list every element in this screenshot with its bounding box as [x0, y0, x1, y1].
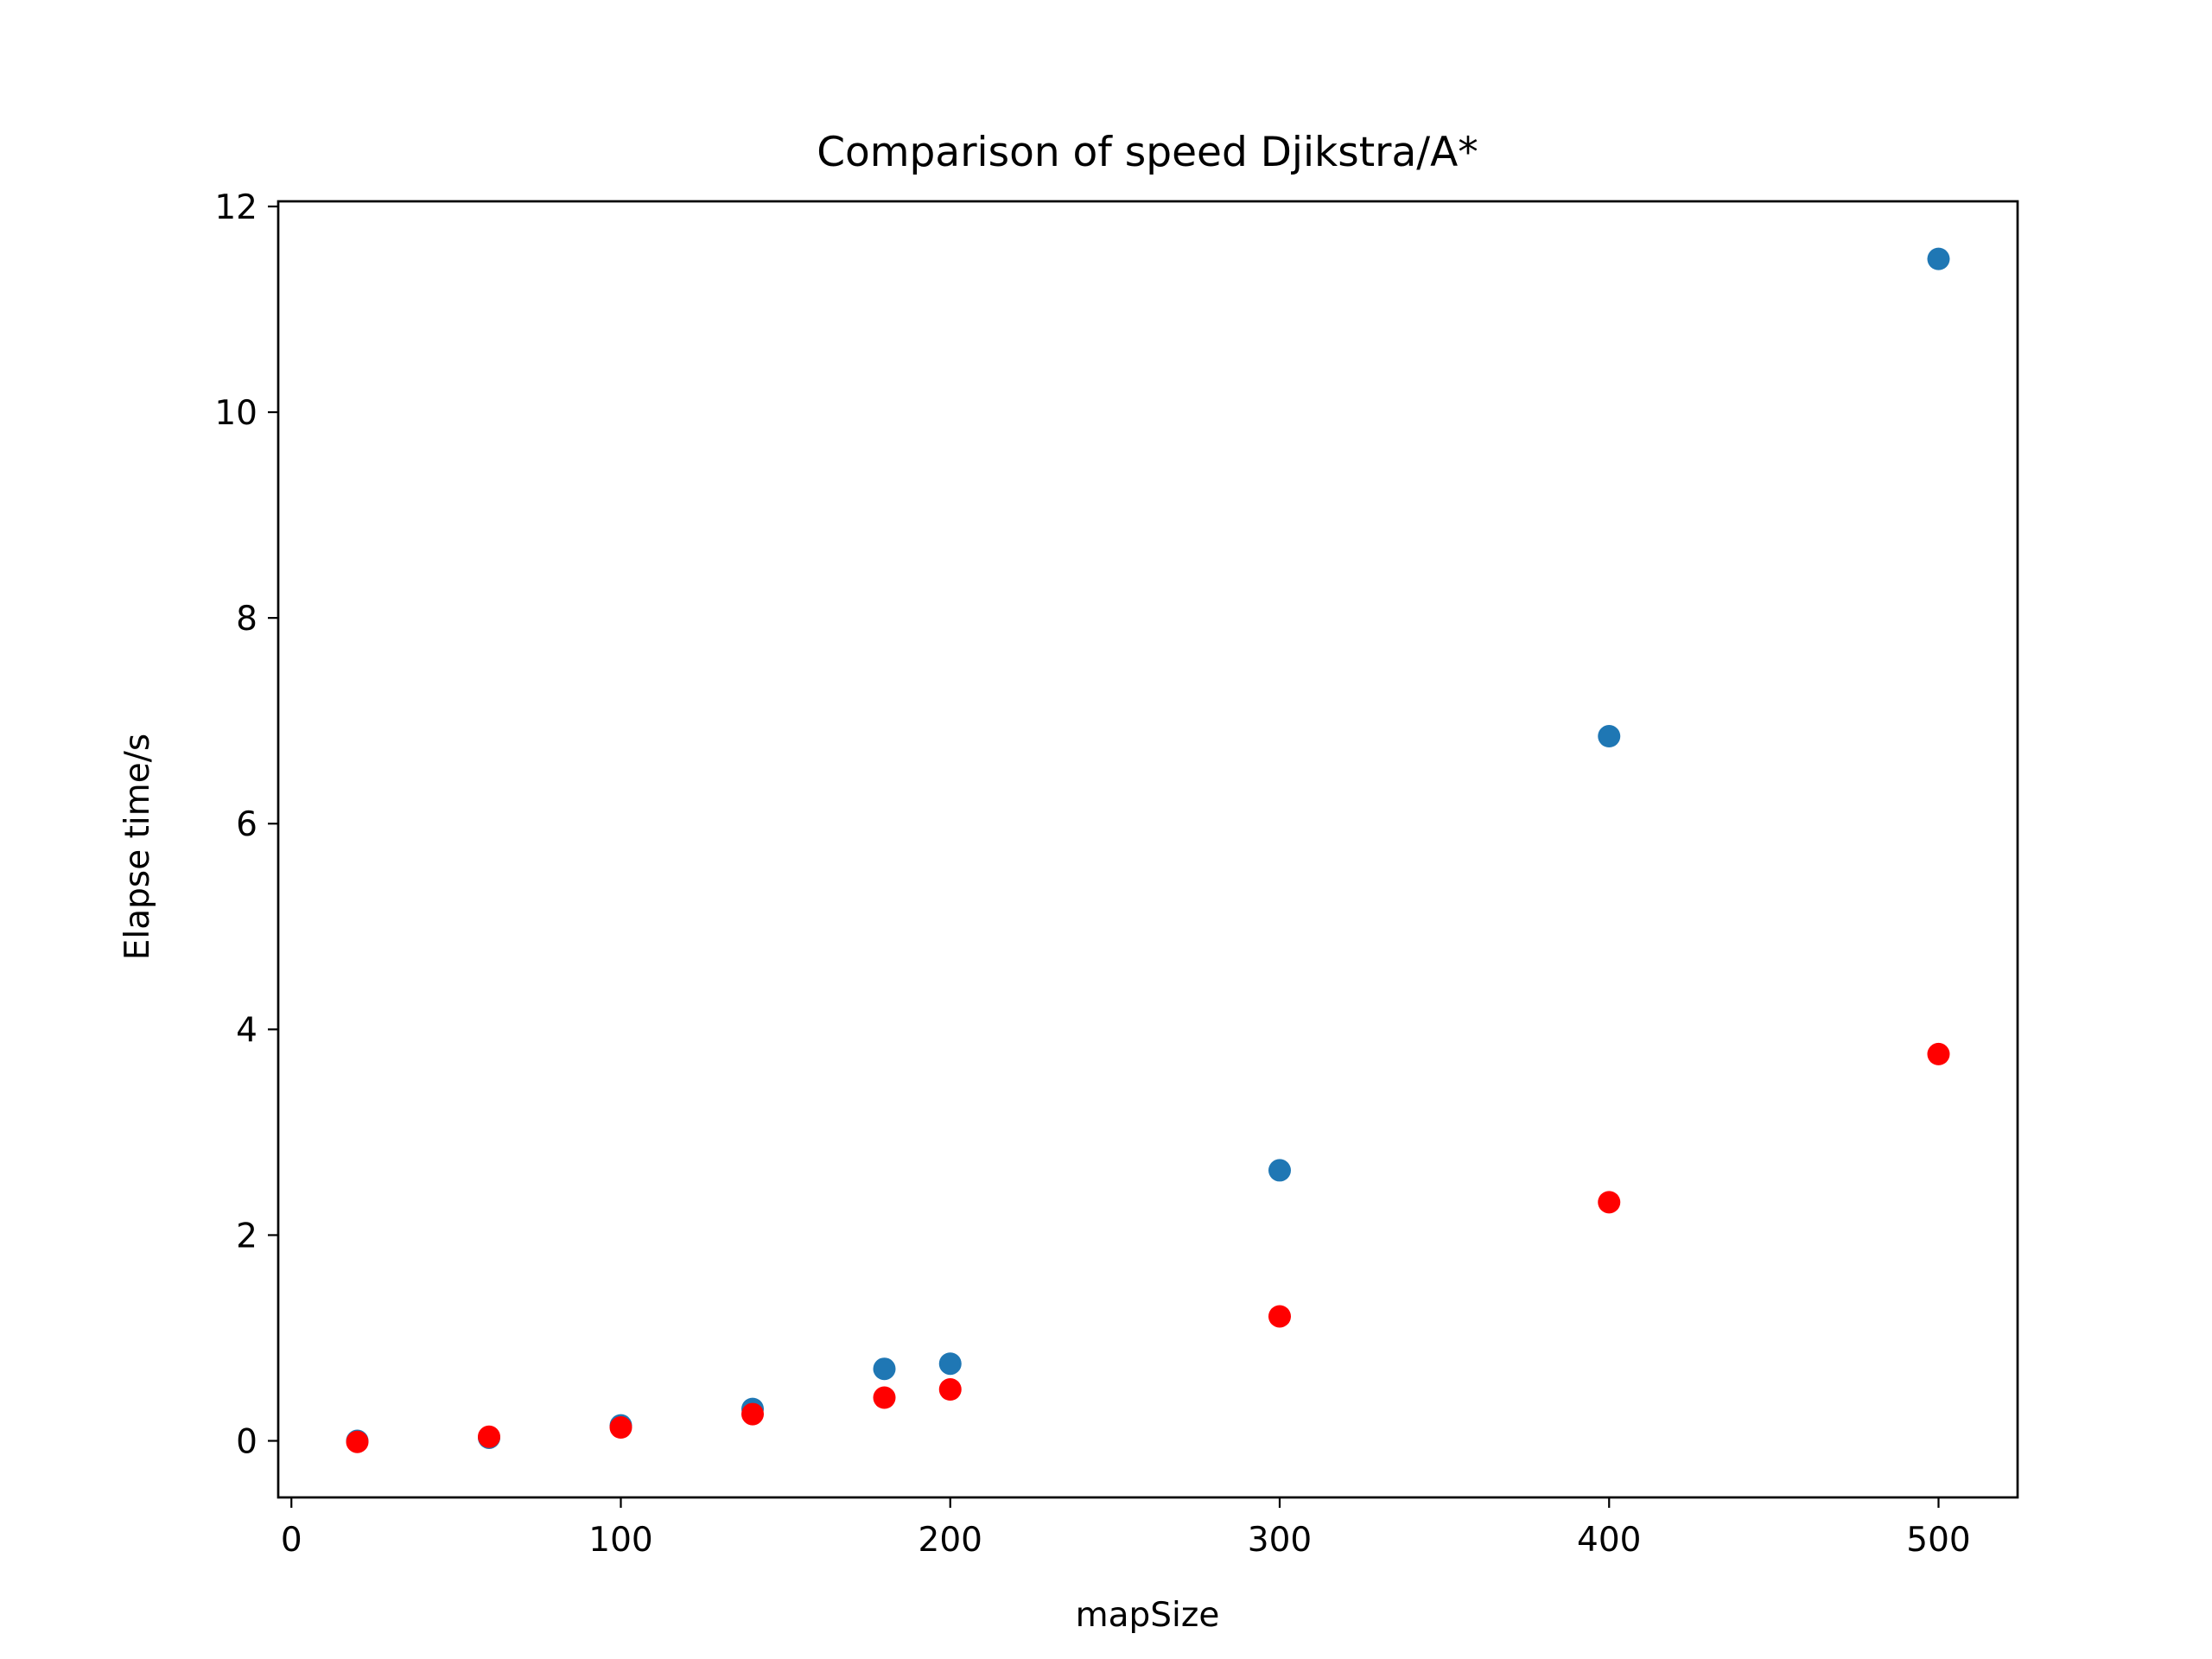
y-axis-ticks: 0 2 4 6 8 10 12 — [214, 188, 278, 1462]
data-point — [478, 1425, 500, 1448]
data-point — [346, 1430, 369, 1453]
y-tick-label: 10 — [214, 394, 257, 433]
x-axis-title: mapSize — [1076, 1596, 1220, 1635]
axes-frame — [276, 200, 2019, 1499]
y-tick-label: 2 — [236, 1217, 257, 1255]
series-2 — [346, 1042, 1950, 1453]
x-tick-label: 0 — [281, 1521, 302, 1560]
x-tick-label: 100 — [588, 1521, 652, 1560]
data-point — [1927, 1042, 1950, 1065]
y-axis-title: Elapse time/s — [118, 734, 157, 960]
chart-title: Comparison of speed Djikstra/A* — [817, 129, 1478, 176]
data-point — [1598, 1191, 1621, 1214]
x-tick-label: 300 — [1248, 1521, 1312, 1560]
x-tick-label: 500 — [1906, 1521, 1970, 1560]
y-tick-label: 6 — [236, 805, 257, 844]
data-point — [741, 1402, 764, 1426]
data-point — [1268, 1159, 1291, 1182]
data-series — [346, 247, 1950, 1453]
data-point — [873, 1386, 896, 1409]
data-point — [1598, 725, 1621, 748]
x-tick-label: 400 — [1577, 1521, 1641, 1560]
data-point — [1927, 247, 1950, 270]
data-point — [938, 1352, 962, 1376]
x-tick-label: 200 — [918, 1521, 982, 1560]
y-tick-label: 8 — [236, 600, 257, 639]
y-tick-label: 12 — [214, 188, 257, 227]
y-tick-label: 4 — [236, 1011, 257, 1050]
x-axis-ticks: 0 100 200 300 400 500 — [281, 1497, 1971, 1560]
data-point — [938, 1378, 962, 1401]
data-point — [1268, 1305, 1291, 1328]
y-tick-label: 0 — [236, 1423, 257, 1462]
data-point — [873, 1357, 896, 1381]
data-point — [609, 1416, 632, 1440]
